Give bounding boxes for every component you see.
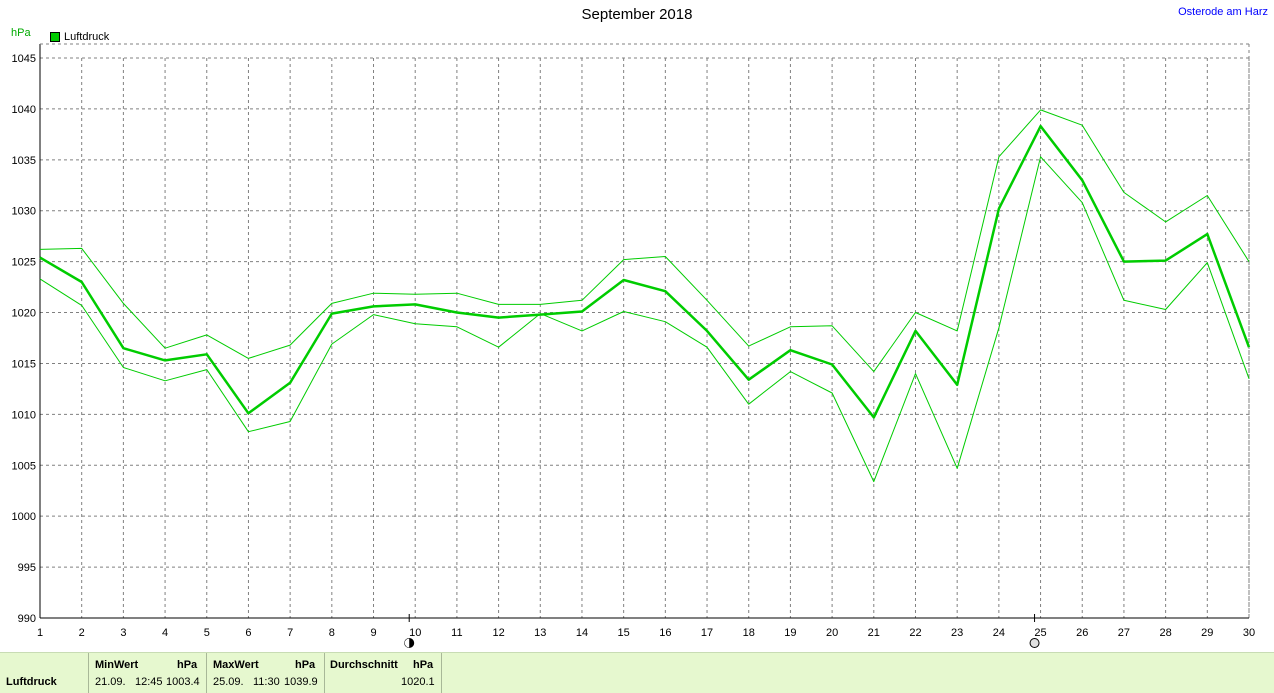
x-tick-label: 29 bbox=[1201, 627, 1213, 639]
y-tick-label: 1030 bbox=[12, 206, 36, 218]
x-tick-label: 8 bbox=[329, 627, 335, 639]
x-tick-label: 28 bbox=[1159, 627, 1171, 639]
legend-swatch bbox=[50, 32, 60, 42]
x-tick-label: 23 bbox=[951, 627, 963, 639]
x-tick-label: 25 bbox=[1034, 627, 1046, 639]
min-cell: MinWert hPa 21.09. 12:45 1003.4 bbox=[88, 653, 205, 693]
x-tick-label: 22 bbox=[909, 627, 921, 639]
legend-label: Luftdruck bbox=[64, 31, 110, 43]
location-label: Osterode am Harz bbox=[1178, 6, 1268, 18]
avg-header: Durchschnitt bbox=[330, 659, 398, 671]
x-tick-label: 6 bbox=[245, 627, 251, 639]
statistics-footer: Luftdruck MinWert hPa 21.09. 12:45 1003.… bbox=[0, 652, 1274, 693]
x-tick-label: 3 bbox=[120, 627, 126, 639]
x-tick-label: 5 bbox=[204, 627, 210, 639]
x-tick-label: 24 bbox=[993, 627, 1005, 639]
y-tick-labels: 990 995 1000 1005 1010 1015 1020 1025 1030 1035 10… bbox=[12, 53, 36, 625]
x-tick-labels: 1 2 3 4 5 6 7 8 9 10 11 12 13 14 15 16 17 18 19 20 21 22 23 24 2… bbox=[37, 627, 1255, 639]
footer-series-name: Luftdruck bbox=[6, 676, 57, 688]
series-line-min bbox=[39, 156, 1250, 483]
y-tick-label: 1040 bbox=[12, 104, 36, 116]
x-tick-label: 4 bbox=[162, 627, 168, 639]
series-lines bbox=[39, 109, 1251, 483]
x-tick-label: 19 bbox=[784, 627, 796, 639]
axes bbox=[39, 43, 1250, 619]
x-tick-label: 14 bbox=[576, 627, 588, 639]
chart-title: September 2018 bbox=[581, 6, 693, 23]
y-tick-label: 1020 bbox=[12, 308, 36, 320]
x-tick-label: 17 bbox=[701, 627, 713, 639]
x-tick-label: 20 bbox=[826, 627, 838, 639]
avg-cell: Durchschnitt hPa 1020.1 bbox=[324, 653, 442, 693]
x-tick-label: 16 bbox=[659, 627, 671, 639]
y-tick-label: 1045 bbox=[12, 53, 36, 65]
min-time: 12:45 bbox=[135, 676, 163, 688]
y-tick-label: 990 bbox=[18, 613, 36, 625]
x-tick-label: 9 bbox=[370, 627, 376, 639]
x-tick-label: 30 bbox=[1243, 627, 1255, 639]
y-tick-label: 1035 bbox=[12, 155, 36, 167]
x-tick-label: 10 bbox=[409, 627, 421, 639]
max-unit: hPa bbox=[295, 659, 316, 671]
max-date: 25.09. bbox=[213, 676, 244, 688]
avg-unit: hPa bbox=[413, 659, 434, 671]
legend: Luftdruck bbox=[50, 31, 109, 43]
x-tick-label: 13 bbox=[534, 627, 546, 639]
x-tick-label: 11 bbox=[451, 627, 462, 639]
moon-phase-markers bbox=[404, 614, 1040, 648]
grid-lines bbox=[39, 57, 1250, 619]
y-tick-label: 1000 bbox=[12, 511, 36, 523]
y-tick-label: 1025 bbox=[12, 257, 36, 269]
x-tick-label: 27 bbox=[1118, 627, 1130, 639]
y-tick-label: 995 bbox=[18, 562, 36, 574]
x-tick-label: 18 bbox=[743, 627, 755, 639]
x-tick-label: 15 bbox=[618, 627, 630, 639]
avg-value: 1020.1 bbox=[401, 676, 435, 688]
series-line-mean bbox=[39, 124, 1251, 419]
x-tick-label: 12 bbox=[492, 627, 504, 639]
x-tick-label: 7 bbox=[287, 627, 293, 639]
min-unit: hPa bbox=[177, 659, 198, 671]
max-cell: MaxWert hPa 25.09. 11:30 1039.9 bbox=[206, 653, 323, 693]
min-date: 21.09. bbox=[95, 676, 126, 688]
y-tick-label: 1010 bbox=[12, 409, 36, 421]
min-value: 1003.4 bbox=[166, 676, 200, 688]
min-header: MinWert bbox=[95, 659, 139, 671]
max-header: MaxWert bbox=[213, 659, 259, 671]
x-tick-label: 2 bbox=[79, 627, 85, 639]
y-axis-unit: hPa bbox=[11, 27, 31, 39]
pressure-chart: 9909951000100510101015102010251030103510… bbox=[12, 43, 1255, 648]
x-tick-label: 21 bbox=[868, 627, 880, 639]
max-value: 1039.9 bbox=[284, 676, 318, 688]
max-time: 11:30 bbox=[253, 676, 280, 688]
y-tick-label: 1015 bbox=[12, 358, 36, 370]
half-moon-light bbox=[404, 638, 410, 648]
x-tick-label: 26 bbox=[1076, 627, 1088, 639]
x-tick-label: 1 bbox=[37, 627, 43, 639]
series-line-max bbox=[39, 109, 1250, 373]
full-moon-icon bbox=[1029, 638, 1040, 648]
y-tick-label: 1005 bbox=[12, 460, 36, 472]
